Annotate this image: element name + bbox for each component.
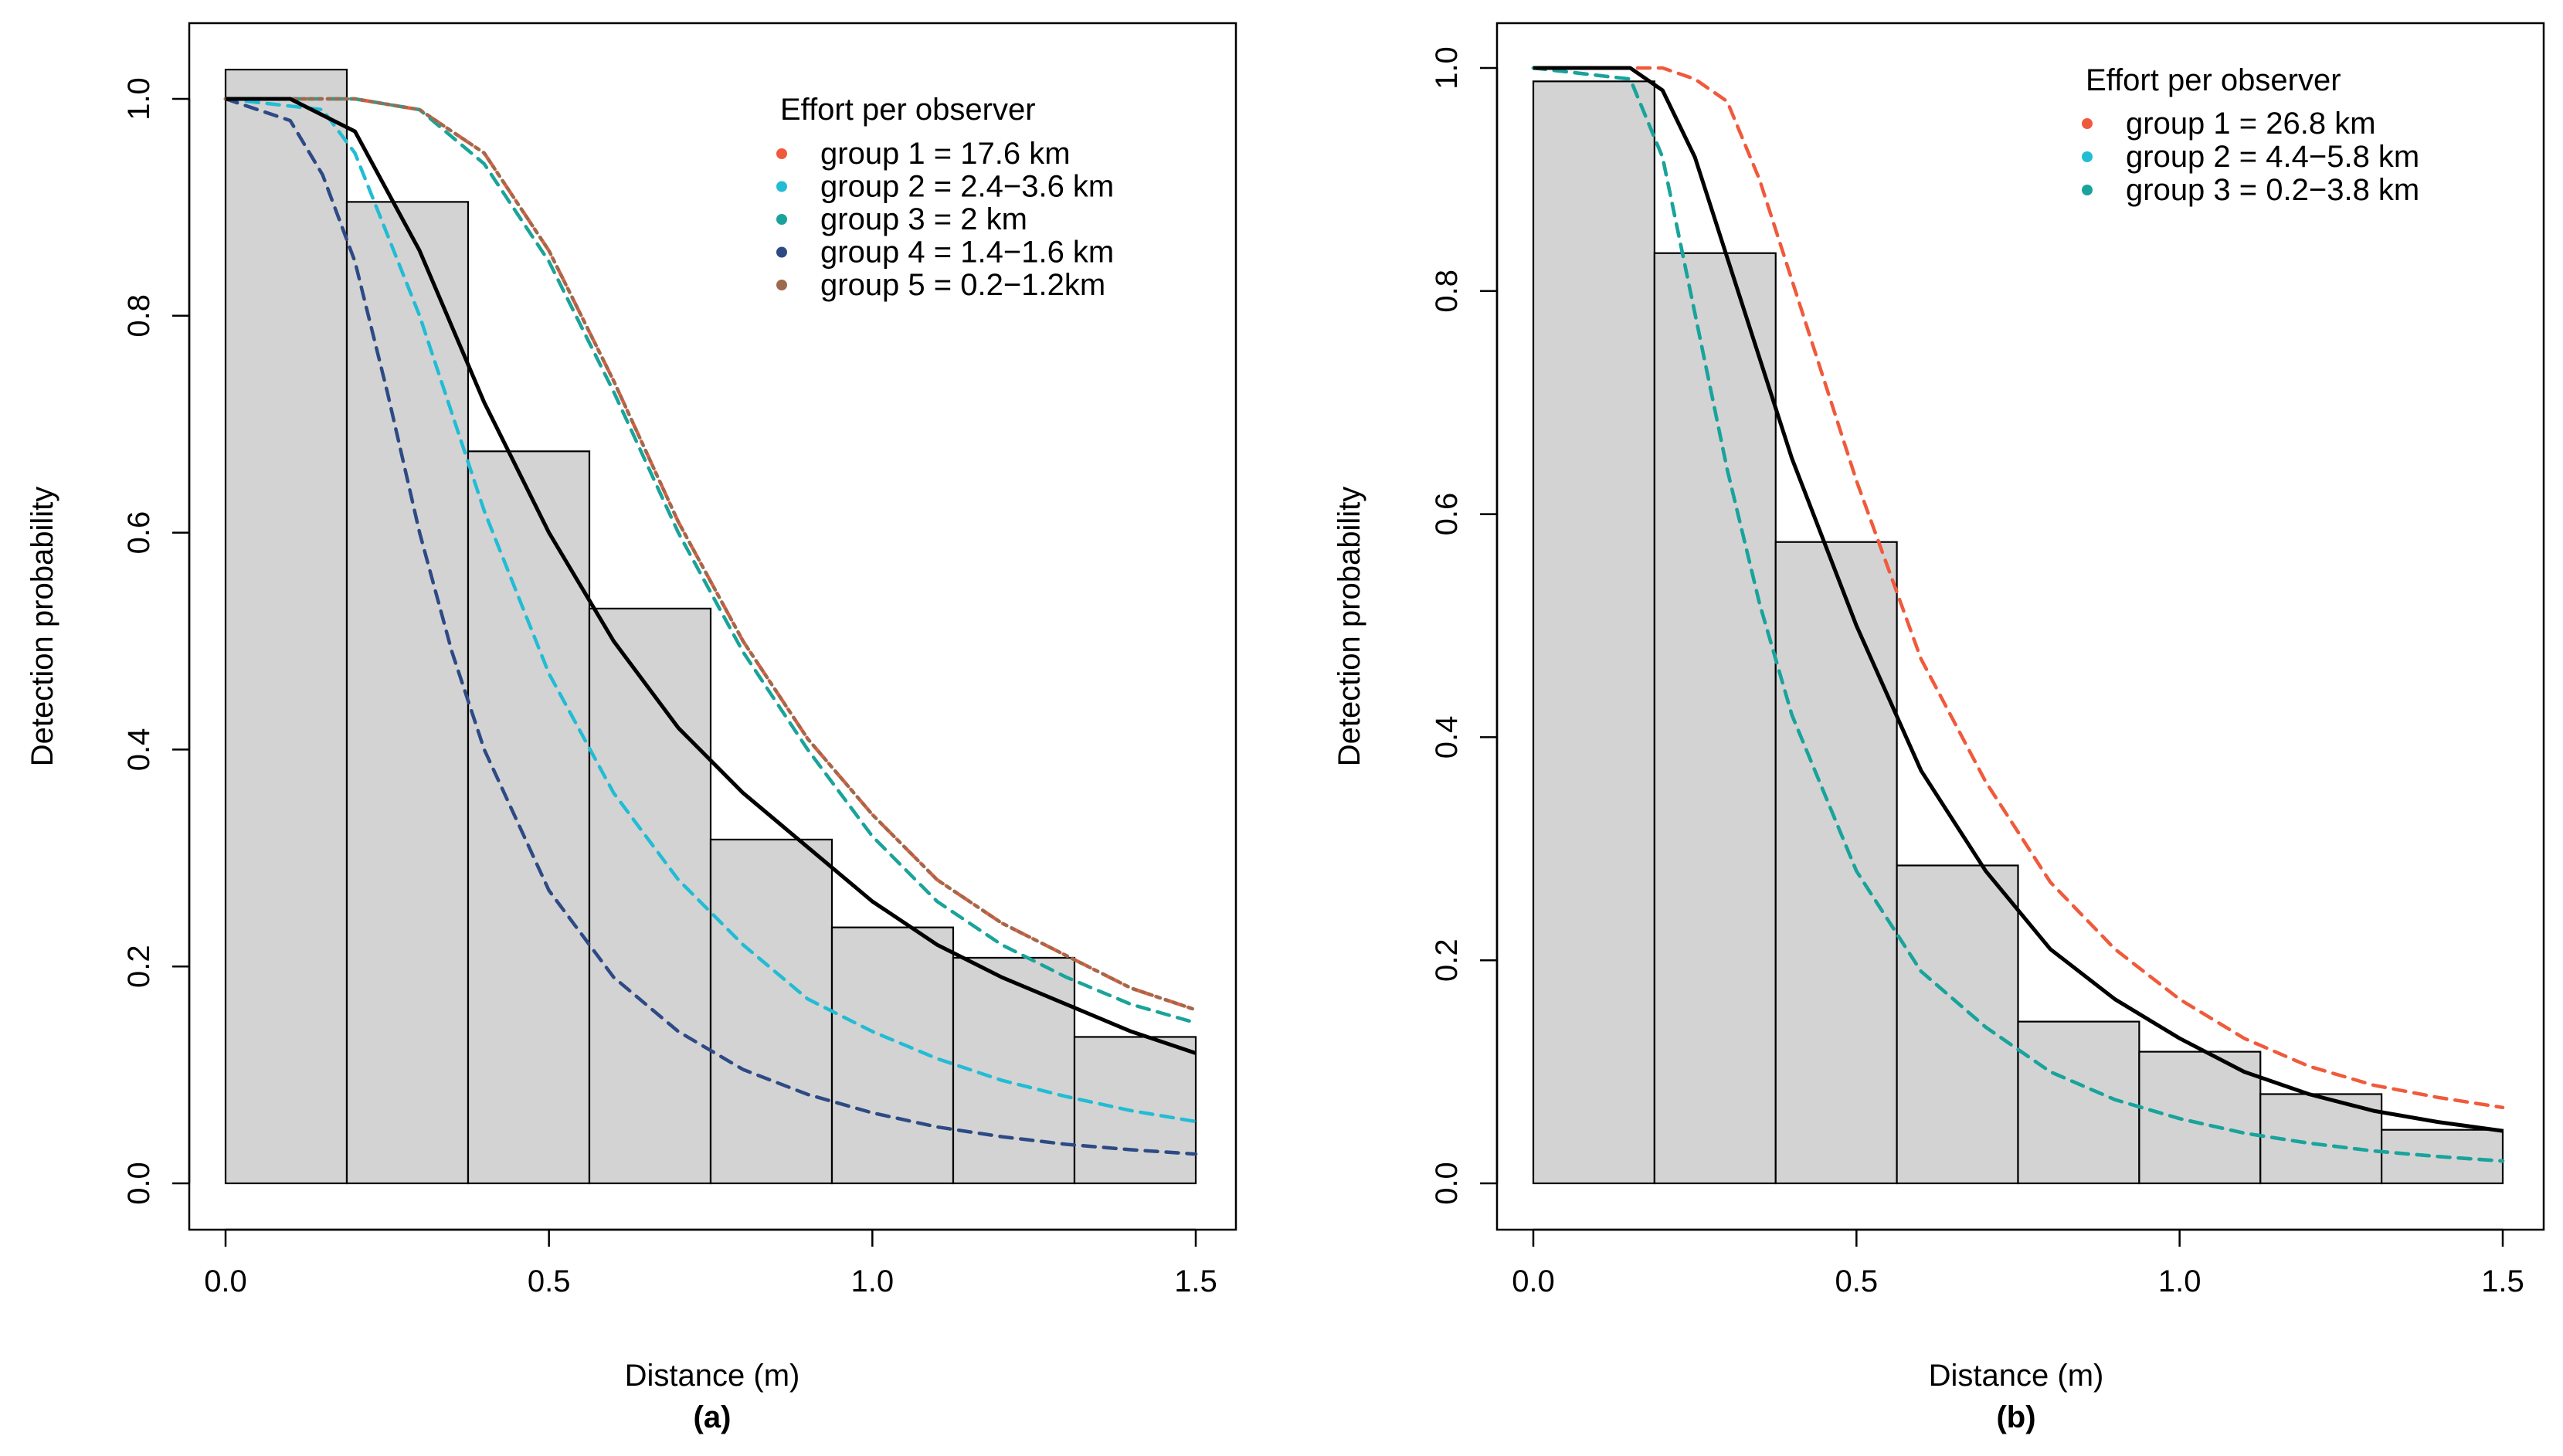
histogram-bar <box>588 607 712 1185</box>
legend-title: Effort per observer <box>780 93 1036 127</box>
fitted-curve-line <box>226 97 1197 1055</box>
y-tick-label: 1.0 <box>122 77 156 120</box>
panel-label: (b) <box>1996 1400 2035 1434</box>
x-tick-label: 0.5 <box>528 1264 571 1298</box>
legend-entry-label: group 4 = 1.4−1.6 km <box>820 236 1114 270</box>
y-axis-label: Detection probability <box>1332 487 1366 766</box>
series-line <box>1531 66 2505 1110</box>
legend-title: Effort per observer <box>2086 63 2341 97</box>
x-tick-label: 1.0 <box>851 1264 895 1298</box>
legend-entry-label: group 3 = 2 km <box>820 202 1027 236</box>
legend-marker <box>2082 118 2093 129</box>
legend-marker <box>2082 185 2093 195</box>
series-line <box>1531 66 2505 1163</box>
legend-marker <box>776 214 787 225</box>
legend-marker <box>776 181 787 192</box>
histogram-bar <box>1532 80 1655 1185</box>
histogram-bar <box>467 450 591 1185</box>
histogram-bar <box>709 838 833 1185</box>
y-tick-label: 0.0 <box>1430 1162 1464 1205</box>
series-line <box>223 97 1198 1156</box>
histogram-bar <box>1073 1036 1197 1185</box>
legend-entry-label: group 5 = 0.2−1.2km <box>820 268 1105 302</box>
legend-entry-label: group 1 = 26.8 km <box>2126 107 2376 141</box>
fitted-curve-line <box>1533 66 2504 1133</box>
axes: 0.0 0.5 1.0 1.5 0.0 0.2 0.4 0.6 0.8 1.0 <box>122 77 1217 1298</box>
legend-marker <box>776 280 787 290</box>
histogram-bar <box>830 926 955 1185</box>
legend-entry-label: group 3 = 0.2−3.8 km <box>2126 173 2419 207</box>
histogram-bars <box>224 68 1197 1185</box>
x-tick-label: 1.5 <box>2481 1264 2524 1298</box>
y-tick-label: 0.4 <box>122 728 156 772</box>
histogram-bar <box>952 956 1076 1185</box>
x-tick-label: 0.0 <box>1512 1264 1555 1298</box>
legend-marker <box>776 246 787 258</box>
histogram-bar <box>1774 541 1898 1185</box>
series-line <box>223 97 1198 1012</box>
y-tick-label: 0.8 <box>1430 270 1464 313</box>
y-axis-label: Detection probability <box>25 487 59 766</box>
histogram-bar <box>224 68 348 1185</box>
panel-label: (a) <box>694 1400 732 1434</box>
legend-marker <box>2082 151 2093 162</box>
y-tick-label: 0.2 <box>1430 938 1464 982</box>
histogram-bar <box>1896 864 2019 1185</box>
legend-entry-label: group 2 = 2.4−3.6 km <box>820 170 1114 204</box>
x-tick-label: 0.0 <box>204 1264 247 1298</box>
legend-entry-label: group 2 = 4.4−5.8 km <box>2126 140 2419 174</box>
y-tick-label: 0.0 <box>122 1162 156 1205</box>
histogram-bar <box>1653 252 1777 1185</box>
legend-marker <box>776 148 787 159</box>
x-tick-label: 1.5 <box>1174 1264 1217 1298</box>
x-tick-label: 0.5 <box>1835 1264 1879 1298</box>
y-tick-label: 1.0 <box>1430 46 1464 90</box>
series-line <box>223 97 1198 1124</box>
panel-b: 0.0 0.5 1.0 1.5 0.0 0.2 0.4 0.6 0.8 1.0 Effort pe… <box>1332 22 2545 1434</box>
x-axis-label: Distance (m) <box>1929 1359 2104 1393</box>
series-line <box>223 97 1198 1025</box>
x-axis-label: Distance (m) <box>625 1359 800 1393</box>
histogram-bars <box>1532 80 2504 1185</box>
panel-a: 0.0 0.5 1.0 1.5 0.0 0.2 0.4 0.6 0.8 1.0 Effort pe… <box>25 22 1237 1434</box>
axes: 0.0 0.5 1.0 1.5 0.0 0.2 0.4 0.6 0.8 1.0 <box>1430 46 2524 1298</box>
curves <box>1531 66 2505 1163</box>
histogram-bar <box>345 201 470 1185</box>
y-tick-label: 0.4 <box>1430 716 1464 759</box>
y-tick-label: 0.8 <box>122 294 156 338</box>
y-tick-label: 0.6 <box>1430 493 1464 536</box>
y-tick-label: 0.6 <box>122 511 156 555</box>
legend-entry-label: group 1 = 17.6 km <box>820 137 1071 171</box>
y-tick-label: 0.2 <box>122 945 156 988</box>
x-tick-label: 1.0 <box>2158 1264 2201 1298</box>
curves <box>223 97 1198 1156</box>
